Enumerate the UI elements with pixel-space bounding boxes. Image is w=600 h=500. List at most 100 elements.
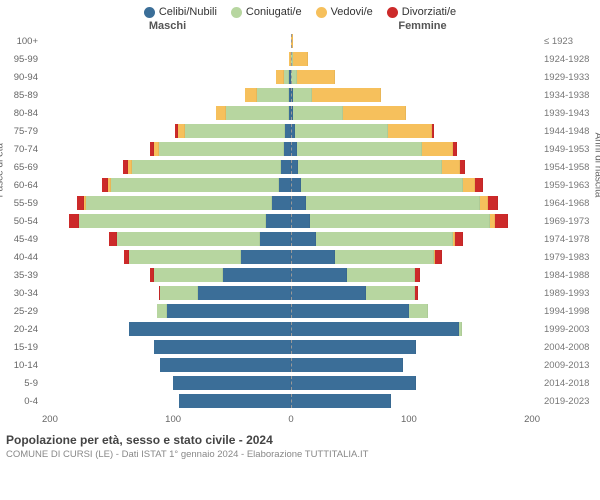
bar-segment xyxy=(312,88,380,102)
bar-segment xyxy=(281,160,291,174)
birth-year-label: 1924-1928 xyxy=(540,54,596,65)
bar-area xyxy=(42,304,540,318)
legend-label: Coniugati/e xyxy=(246,6,302,18)
bar-area xyxy=(42,286,540,300)
center-line xyxy=(291,394,292,408)
bar-area xyxy=(42,124,540,138)
age-label: 35-39 xyxy=(4,270,42,281)
bar-segment xyxy=(241,250,291,264)
bar-segment xyxy=(291,232,316,246)
bar-segment xyxy=(415,286,417,300)
center-line xyxy=(291,52,292,66)
birth-year-label: 2004-2008 xyxy=(540,342,596,353)
bar-segment xyxy=(276,70,283,84)
age-label: 100+ xyxy=(4,36,42,47)
bar-segment xyxy=(160,358,291,372)
age-label: 15-19 xyxy=(4,342,42,353)
legend-item: Vedovi/e xyxy=(316,6,373,18)
bar-area xyxy=(42,178,540,192)
pyramid-row: 80-84 1939-1943 xyxy=(4,104,596,122)
pyramid-row: 35-39 1984-1988 xyxy=(4,266,596,284)
bar-segment xyxy=(293,88,312,102)
bar-segment xyxy=(463,178,475,192)
bar-segment xyxy=(173,376,291,390)
center-line xyxy=(291,124,292,138)
male-bar xyxy=(42,286,291,300)
female-bar xyxy=(291,286,540,300)
legend-item: Celibi/Nubili xyxy=(144,6,217,18)
female-bar xyxy=(291,394,540,408)
bar-segment xyxy=(154,268,222,282)
male-bar xyxy=(42,250,291,264)
bar-segment xyxy=(343,106,405,120)
bar-segment xyxy=(297,142,422,156)
female-bar xyxy=(291,88,540,102)
bar-segment xyxy=(291,376,416,390)
pyramid-row: 85-891934-1938 xyxy=(4,86,596,104)
bar-segment xyxy=(455,232,462,246)
legend-dot xyxy=(316,7,327,18)
male-bar xyxy=(42,106,291,120)
age-label: 30-34 xyxy=(4,288,42,299)
bar-segment xyxy=(432,124,434,138)
bar-segment xyxy=(129,250,241,264)
bar-segment xyxy=(178,124,185,138)
bar-area xyxy=(42,340,540,354)
center-line xyxy=(291,34,292,48)
pyramid-row: 75-791944-1948 xyxy=(4,122,596,140)
center-line xyxy=(291,142,292,156)
female-bar xyxy=(291,250,540,264)
bar-segment xyxy=(316,232,453,246)
bar-area xyxy=(42,142,540,156)
female-bar xyxy=(291,124,540,138)
bar-area xyxy=(42,322,540,336)
y-axis-title-left: Fasce di età xyxy=(0,143,6,197)
center-line xyxy=(291,160,292,174)
bar-segment xyxy=(132,160,281,174)
bar-area xyxy=(42,160,540,174)
bar-segment xyxy=(291,286,366,300)
female-bar xyxy=(291,322,540,336)
birth-year-label: 1969-1973 xyxy=(540,216,596,227)
bar-segment xyxy=(291,394,391,408)
age-label: 5-9 xyxy=(4,378,42,389)
bar-segment xyxy=(69,214,79,228)
age-label: 50-54 xyxy=(4,216,42,227)
age-label: 80-84 xyxy=(4,108,42,119)
male-bar xyxy=(42,232,291,246)
center-line xyxy=(291,178,292,192)
age-label: 10-14 xyxy=(4,360,42,371)
age-label: 90-94 xyxy=(4,72,42,83)
birth-year-label: 1939-1943 xyxy=(540,108,596,119)
birth-year-label: 1999-2003 xyxy=(540,324,596,335)
male-bar xyxy=(42,88,291,102)
bar-segment xyxy=(293,106,343,120)
bar-segment xyxy=(291,268,347,282)
age-label: 85-89 xyxy=(4,90,42,101)
bar-segment xyxy=(347,268,415,282)
birth-year-label: 1944-1948 xyxy=(540,126,596,137)
birth-year-label: 1984-1988 xyxy=(540,270,596,281)
birth-year-label: 1929-1933 xyxy=(540,72,596,83)
pyramid-row: 95-991924-1928 xyxy=(4,50,596,68)
bar-segment xyxy=(117,232,260,246)
bar-area xyxy=(42,376,540,390)
birth-year-label: 1949-1953 xyxy=(540,144,596,155)
female-bar xyxy=(291,268,540,282)
female-bar xyxy=(291,106,540,120)
bar-area xyxy=(42,106,540,120)
bar-segment xyxy=(409,304,428,318)
bar-segment xyxy=(435,250,441,264)
pyramid-row: 100+≤ 1923 xyxy=(4,32,596,50)
bar-segment xyxy=(293,52,308,66)
bar-segment xyxy=(291,250,335,264)
male-bar xyxy=(42,160,291,174)
column-headers: Maschi Femmine xyxy=(0,20,600,32)
bar-segment xyxy=(335,250,435,264)
bar-segment xyxy=(295,124,388,138)
x-tick: 200 xyxy=(42,414,58,425)
chart-area: Fasce di età Anni di nascita 100+≤ 19239… xyxy=(4,32,596,412)
bar-segment xyxy=(266,214,291,228)
birth-year-label: 1989-1993 xyxy=(540,288,596,299)
birth-year-label: 1994-1998 xyxy=(540,306,596,317)
